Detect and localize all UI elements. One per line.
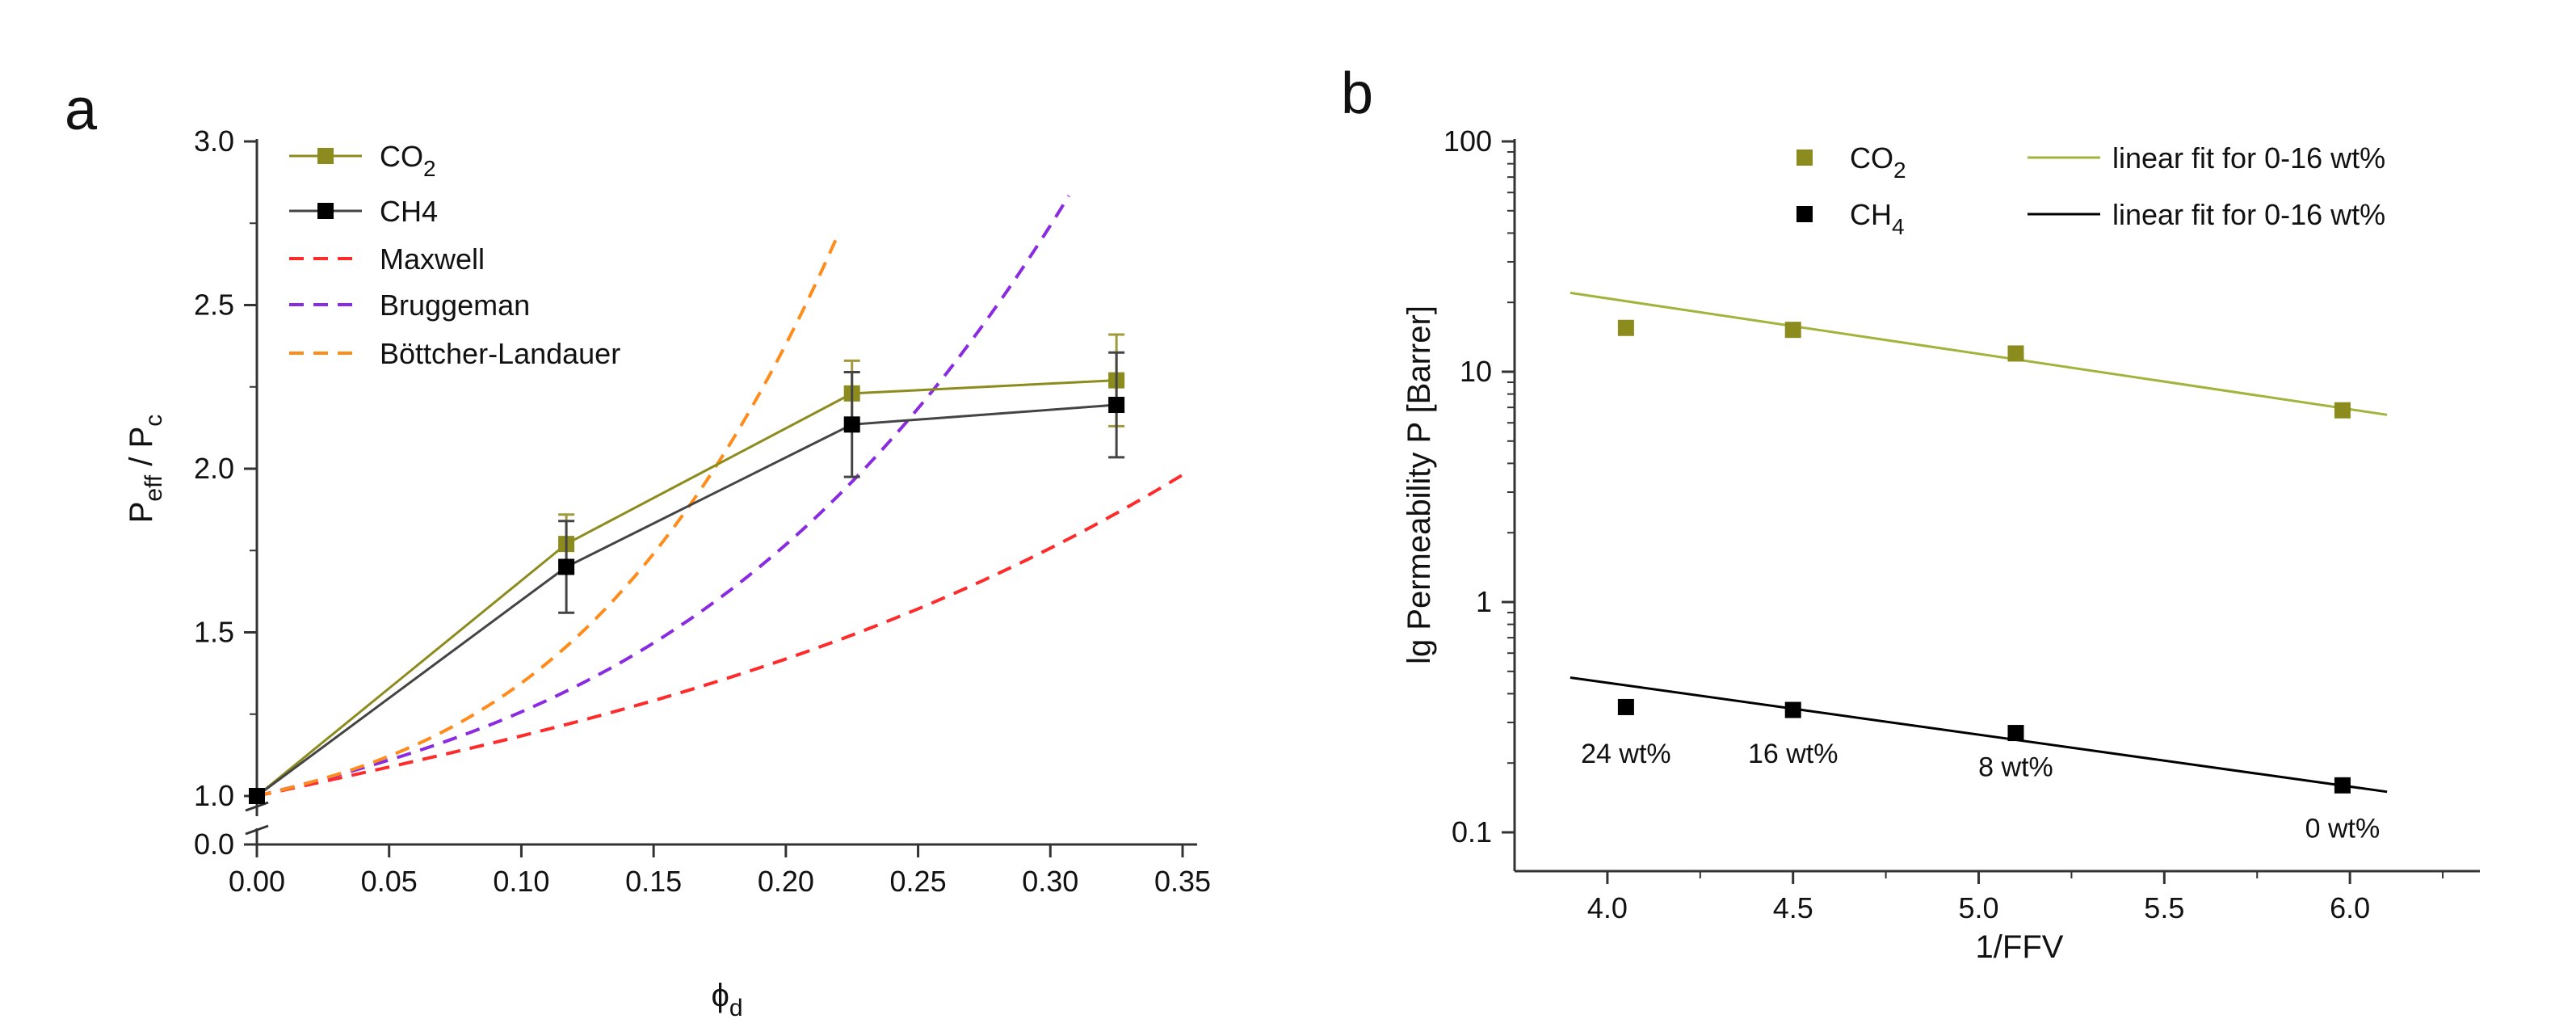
panel-a-legend-co2-marker — [317, 148, 334, 164]
panel-b-co2-point — [2334, 402, 2351, 419]
panel-a-x-tick-label: 0.00 — [229, 865, 285, 898]
panel-a-model-curves — [256, 195, 1184, 798]
panel-a-x-tick-label: 0.25 — [890, 865, 947, 898]
panel-b-y-tick-label: 100 — [1443, 124, 1492, 158]
panel-b-co2-point — [1784, 322, 1801, 339]
panel-a-ch4-point — [843, 416, 860, 433]
panel-a-ticks: 0.00 0.05 0.10 0.15 0.20 0.25 0.30 0.35 0.0 1.0 1.… — [194, 124, 1211, 898]
panel-b-annotation: 24 wt% — [1581, 739, 1671, 769]
panel-b-ch4-point — [1784, 701, 1801, 718]
panel-a-x-tick-label: 0.20 — [758, 865, 814, 898]
panel-a-y-tick-label: 0.0 — [194, 828, 234, 861]
panel-a-y-tick-label: 2.0 — [194, 452, 234, 485]
panel-a-co2-line — [256, 379, 1117, 798]
panel-a-legend-ch4-marker — [317, 203, 334, 219]
panel-a-series — [249, 333, 1125, 804]
panel-b-legend-ch4-fit-label: linear fit for 0-16 wt% — [2112, 198, 2385, 231]
panel-b-legend-co2-fit-label: linear fit for 0-16 wt% — [2112, 141, 2385, 175]
panel-b-y-tick-label: 1 — [1476, 585, 1492, 618]
panel-a-x-tick-label: 0.05 — [361, 865, 418, 898]
panel-b-label: b — [1341, 61, 1373, 126]
panel-b-legend: CO2 linear fit for 0-16 wt% CH4 linear fit … — [1796, 141, 2385, 239]
panel-b: b 4.0 4.5 5.0 5.5 6.0 0.1 1 10 100 24 wt% 16 wt% 8… — [1341, 61, 2480, 965]
panel-a-ch4-line — [256, 403, 1117, 798]
panel-a-ch4-point — [558, 558, 575, 575]
panel-a-ch4-point — [249, 788, 265, 804]
panel-a-axes — [245, 139, 1197, 846]
panel-a-x-tick-label: 0.30 — [1022, 865, 1078, 898]
panel-b-co2-point — [2007, 345, 2024, 362]
panel-b-y-tick-label: 10 — [1460, 355, 1492, 388]
panel-a-legend: CO2 CH4 Maxwell Bruggeman Böttcher-Landauer — [289, 140, 620, 370]
panel-a-x-tick-label: 0.15 — [625, 865, 682, 898]
panel-a-legend-maxwell-label: Maxwell — [380, 242, 485, 276]
panel-a-legend-bottcher-label: Böttcher-Landauer — [380, 337, 620, 370]
panel-a-bottcher-curve — [256, 232, 841, 798]
panel-b-x-tick-label: 4.5 — [1773, 891, 1813, 924]
panel-a-axis-break-mark — [245, 824, 269, 836]
panel-a-x-tick-label: 0.10 — [493, 865, 549, 898]
panel-a: a 0.00 0.05 0.10 0.15 0.20 0.25 0.30 0.35 0.0 1.0… — [65, 78, 1211, 1021]
panel-b-annotation: 0 wt% — [2305, 813, 2381, 844]
panel-b-x-tick-label: 5.5 — [2144, 891, 2184, 924]
panel-b-x-tick-label: 4.0 — [1587, 891, 1628, 924]
panel-a-label: a — [65, 78, 98, 142]
panel-a-ch4-point — [1108, 397, 1125, 414]
panel-b-series — [1617, 319, 2351, 794]
panel-b-annotation: 16 wt% — [1748, 739, 1838, 769]
panel-a-y-tick-label: 1.0 — [194, 779, 234, 812]
panel-a-y-tick-label: 3.0 — [194, 124, 234, 158]
panel-a-x-axis-label: ϕd — [711, 978, 742, 1021]
panel-b-fit-lines — [1570, 291, 2388, 794]
panel-b-legend-co2-marker — [1796, 150, 1813, 166]
panel-b-ch4-point — [1617, 698, 1634, 715]
panel-a-y-tick-label: 2.5 — [194, 288, 234, 322]
panel-b-x-tick-label: 6.0 — [2330, 891, 2370, 924]
panel-a-maxwell-curve — [256, 473, 1184, 798]
panel-b-co2_fit-fit-line — [1570, 291, 2388, 416]
panel-b-annotations: 24 wt% 16 wt% 8 wt% 0 wt% — [1581, 739, 2380, 844]
panel-b-y-axis-label: lg Permeability P [Barrer] — [1401, 305, 1437, 664]
panel-b-legend-co2-label: CO2 — [1850, 141, 1906, 183]
panel-a-legend-bruggeman-label: Bruggeman — [380, 288, 530, 322]
panel-b-axes — [1513, 139, 2480, 873]
panel-b-annotation: 8 wt% — [1978, 752, 2053, 783]
panel-b-ch4-fit-line — [1570, 676, 2388, 794]
panel-a-y-tick-label: 1.5 — [194, 616, 234, 649]
panel-b-y-tick-label: 0.1 — [1452, 815, 1492, 849]
panel-b-ch4-point — [2334, 777, 2351, 794]
panel-a-y-axis-label: Peff / Pc — [124, 415, 167, 524]
panel-a-x-tick-label: 0.35 — [1154, 865, 1211, 898]
panel-b-ticks: 4.0 4.5 5.0 5.5 6.0 0.1 1 10 100 — [1443, 124, 2444, 924]
panel-a-legend-co2-label: CO2 — [380, 140, 436, 181]
panel-b-x-tick-label: 5.0 — [1958, 891, 1998, 924]
panel-b-co2-point — [1617, 319, 1634, 336]
panel-b-legend-ch4-label: CH4 — [1850, 198, 1905, 239]
panel-b-ch4-point — [2007, 725, 2024, 742]
panel-b-legend-ch4-marker — [1796, 206, 1813, 222]
panel-b-x-axis-label: 1/FFV — [1976, 929, 2064, 965]
panel-a-legend-ch4-label: CH4 — [380, 195, 438, 228]
